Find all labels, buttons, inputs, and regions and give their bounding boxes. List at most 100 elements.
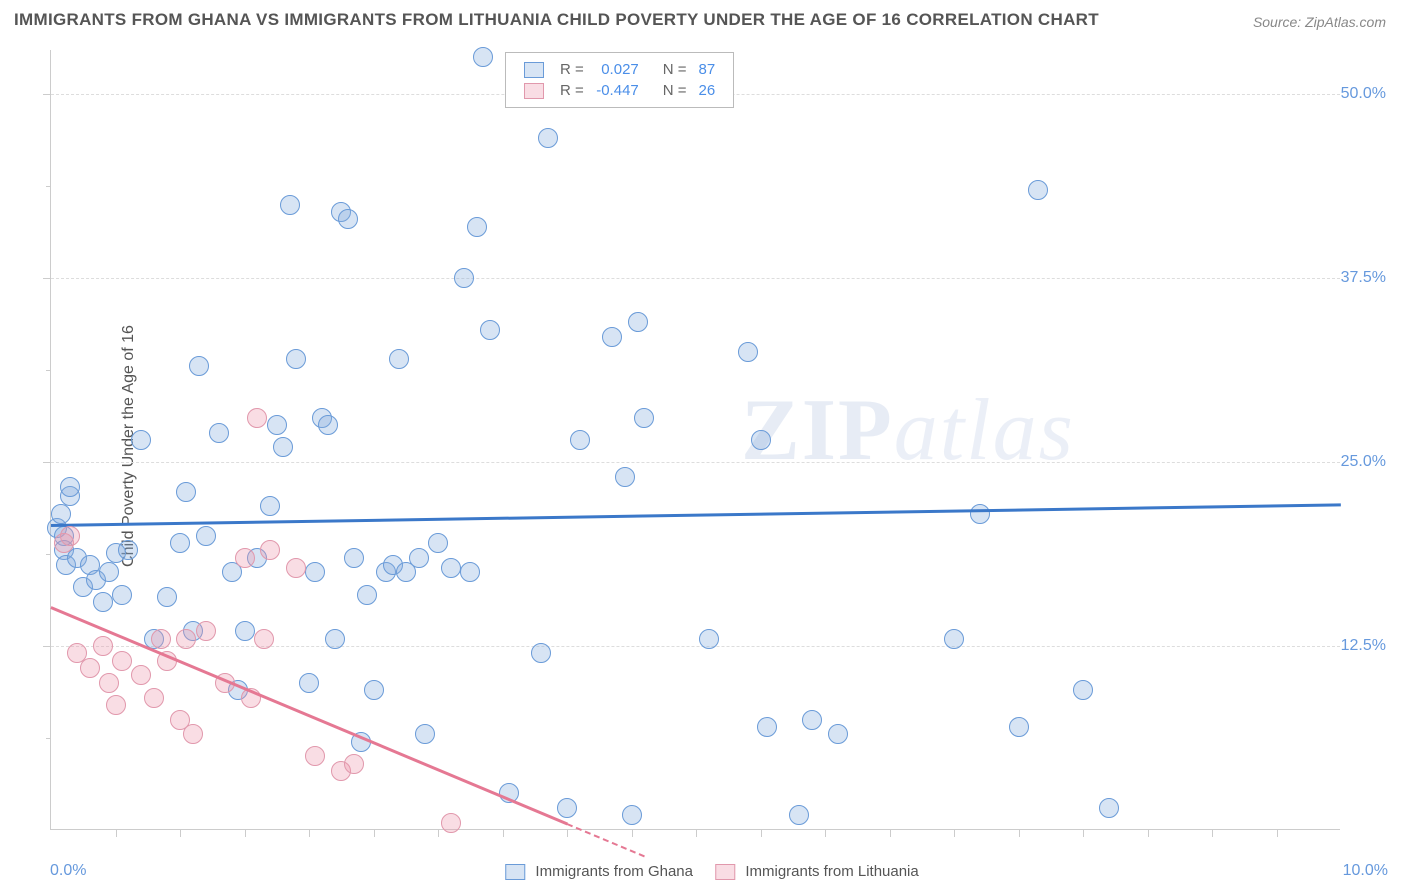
legend-swatch-lithuania [715, 864, 735, 880]
marker-ghana [473, 47, 493, 67]
legend-row: R =0.027N =87 [518, 59, 721, 80]
y-tick [43, 94, 51, 95]
marker-ghana [235, 621, 255, 641]
marker-ghana [170, 533, 190, 553]
marker-lithuania [344, 754, 364, 774]
marker-ghana [157, 587, 177, 607]
marker-ghana [60, 477, 80, 497]
marker-ghana [570, 430, 590, 450]
marker-ghana [828, 724, 848, 744]
marker-lithuania [183, 724, 203, 744]
marker-ghana [738, 342, 758, 362]
x-minor-tick [890, 829, 891, 837]
y-minor-tick [46, 370, 51, 371]
y-tick-label: 50.0% [1341, 85, 1386, 103]
marker-ghana [622, 805, 642, 825]
plot-area: ZIPatlas [50, 50, 1340, 830]
x-tick-min: 0.0% [50, 862, 86, 880]
marker-ghana [389, 349, 409, 369]
marker-ghana [1009, 717, 1029, 737]
x-minor-tick [374, 829, 375, 837]
marker-ghana [357, 585, 377, 605]
marker-ghana [409, 548, 429, 568]
x-minor-tick [761, 829, 762, 837]
x-minor-tick [180, 829, 181, 837]
y-minor-tick [46, 738, 51, 739]
marker-lithuania [286, 558, 306, 578]
legend-label-ghana: Immigrants from Ghana [535, 863, 693, 880]
marker-ghana [267, 415, 287, 435]
marker-ghana [428, 533, 448, 553]
marker-ghana [699, 629, 719, 649]
source-label: Source: ZipAtlas.com [1253, 14, 1386, 30]
marker-ghana [286, 349, 306, 369]
marker-lithuania [106, 695, 126, 715]
marker-ghana [196, 526, 216, 546]
marker-ghana [176, 482, 196, 502]
marker-ghana [757, 717, 777, 737]
marker-ghana [364, 680, 384, 700]
marker-ghana [299, 673, 319, 693]
marker-lithuania [247, 408, 267, 428]
y-tick [43, 278, 51, 279]
trend-line-lithuania [51, 606, 568, 825]
legend-series: Immigrants from Ghana Immigrants from Li… [487, 863, 918, 880]
x-minor-tick [1148, 829, 1149, 837]
marker-lithuania [305, 746, 325, 766]
marker-lithuania [235, 548, 255, 568]
marker-ghana [602, 327, 622, 347]
marker-lithuania [131, 665, 151, 685]
x-minor-tick [632, 829, 633, 837]
trend-line-dash [567, 823, 645, 857]
y-gridline [51, 462, 1340, 463]
marker-ghana [1028, 180, 1048, 200]
x-minor-tick [825, 829, 826, 837]
chart-title: IMMIGRANTS FROM GHANA VS IMMIGRANTS FROM… [14, 10, 1099, 30]
y-tick-label: 25.0% [1341, 453, 1386, 471]
watermark-atlas: atlas [894, 382, 1075, 479]
x-minor-tick [1277, 829, 1278, 837]
x-minor-tick [954, 829, 955, 837]
marker-ghana [415, 724, 435, 744]
y-minor-tick [46, 186, 51, 187]
y-tick-label: 12.5% [1341, 637, 1386, 655]
marker-ghana [209, 423, 229, 443]
marker-ghana [99, 562, 119, 582]
marker-ghana [131, 430, 151, 450]
marker-ghana [325, 629, 345, 649]
marker-ghana [112, 585, 132, 605]
marker-ghana [454, 268, 474, 288]
y-gridline [51, 278, 1340, 279]
x-minor-tick [438, 829, 439, 837]
marker-lithuania [441, 813, 461, 833]
y-tick-label: 37.5% [1341, 269, 1386, 287]
trend-line-ghana [51, 503, 1341, 526]
legend-table: R =0.027N =87R =-0.447N =26 [518, 59, 721, 101]
x-tick-max: 10.0% [1343, 862, 1388, 880]
marker-ghana [344, 548, 364, 568]
marker-ghana [944, 629, 964, 649]
marker-ghana [467, 217, 487, 237]
marker-ghana [789, 805, 809, 825]
x-minor-tick [309, 829, 310, 837]
marker-lithuania [144, 688, 164, 708]
marker-ghana [615, 467, 635, 487]
legend-swatch-ghana [505, 864, 525, 880]
marker-lithuania [196, 621, 216, 641]
marker-ghana [460, 562, 480, 582]
y-gridline [51, 646, 1340, 647]
x-minor-tick [567, 829, 568, 837]
marker-ghana [93, 592, 113, 612]
marker-ghana [305, 562, 325, 582]
marker-lithuania [151, 629, 171, 649]
y-tick [43, 646, 51, 647]
marker-lithuania [60, 526, 80, 546]
marker-ghana [634, 408, 654, 428]
marker-ghana [189, 356, 209, 376]
marker-ghana [118, 540, 138, 560]
legend-correlation: R =0.027N =87R =-0.447N =26 [505, 52, 734, 108]
marker-ghana [538, 128, 558, 148]
legend-label-lithuania: Immigrants from Lithuania [745, 863, 918, 880]
x-minor-tick [696, 829, 697, 837]
marker-lithuania [99, 673, 119, 693]
